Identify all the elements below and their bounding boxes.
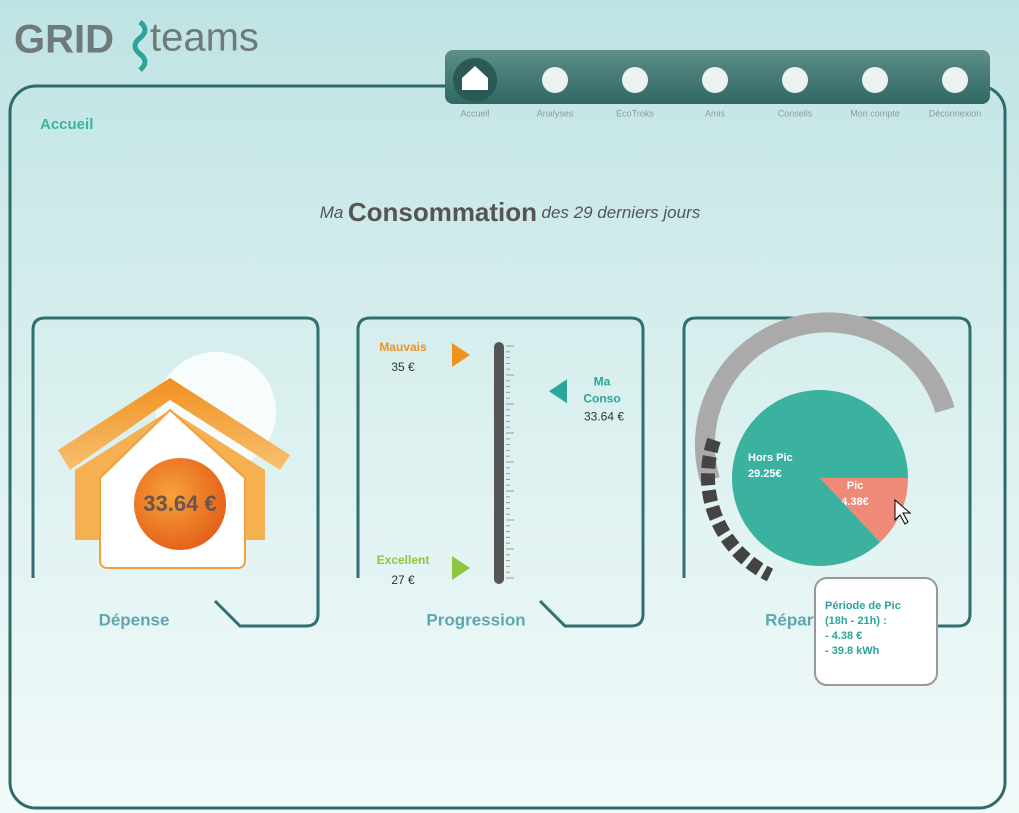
tooltip-line: - 4.38 €: [825, 630, 862, 642]
thermometer: [494, 342, 504, 584]
slice-value: 29.25€: [748, 468, 782, 480]
slice-label: Hors Pic: [748, 452, 793, 464]
tooltip-line: - 39.8 kWh: [825, 645, 880, 657]
nav-label[interactable]: Mon compte: [850, 108, 900, 118]
scale-value: 27 €: [391, 573, 415, 587]
nav-label[interactable]: EcoTroks: [616, 108, 654, 118]
conso-value: 33.64 €: [584, 409, 624, 423]
breadcrumb: Accueil: [40, 116, 93, 133]
nav-label[interactable]: Déconnexion: [929, 108, 982, 118]
headline-suffix: des 29 derniers jours: [542, 203, 701, 222]
nav-icon: [702, 67, 728, 93]
nav-icon: [862, 67, 888, 93]
scale-value: 35 €: [391, 360, 415, 374]
nav-icon: [622, 67, 648, 93]
scale-label: Mauvais: [379, 340, 427, 354]
headline-main: Consommation: [348, 197, 537, 227]
tooltip-line: Période de Pic: [825, 600, 901, 612]
depense-amount: 33.64 €: [143, 491, 216, 516]
nav-label[interactable]: Accueil: [460, 108, 489, 118]
nav-label[interactable]: Amis: [705, 108, 725, 118]
nav-label[interactable]: Conseils: [778, 108, 813, 118]
tooltip-line: (18h - 21h) :: [825, 615, 887, 627]
slice-label: Pic: [847, 480, 864, 492]
headline-prefix: Ma: [320, 203, 344, 222]
logo-grid: GRID: [14, 18, 114, 62]
depense-title: Dépense: [99, 610, 170, 629]
scale-label: Excellent: [377, 553, 430, 567]
conso-label: Conso: [583, 391, 620, 405]
progression-title: Progression: [426, 610, 525, 629]
conso-label: Ma: [594, 374, 611, 388]
nav-icon: [542, 67, 568, 93]
logo-teams: teams: [150, 16, 259, 60]
screen: GRID teams Accueil Analyses EcoTroks Amis Co…: [0, 0, 1019, 813]
nav-icon: [942, 67, 968, 93]
page: GRID teams Accueil Analyses EcoTroks Amis Co…: [0, 0, 1019, 813]
nav-label[interactable]: Analyses: [537, 108, 574, 118]
nav-icon: [782, 67, 808, 93]
